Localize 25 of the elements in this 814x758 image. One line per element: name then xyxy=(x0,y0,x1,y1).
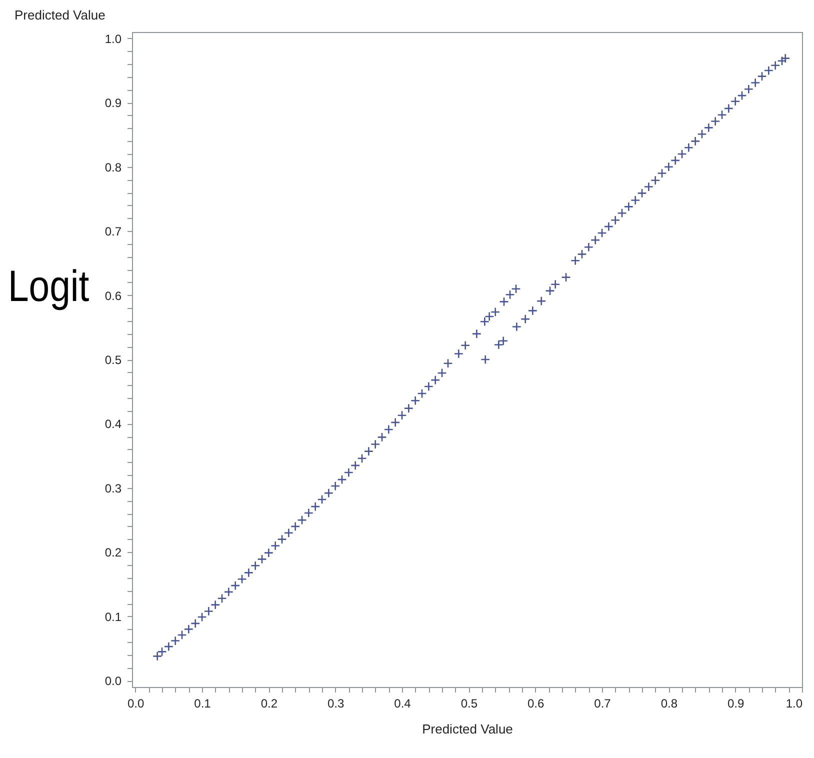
x-tick-label: 0.5 xyxy=(460,696,478,710)
y-tick-label: 0.3 xyxy=(104,481,122,496)
x-tick-label: 0.9 xyxy=(727,696,744,710)
x-tick-label: 0.3 xyxy=(327,696,344,710)
x-tick-label: 0.1 xyxy=(194,696,212,710)
y-tick-label: 0.2 xyxy=(104,546,122,560)
y-tick-label: 0.4 xyxy=(104,417,122,432)
y-tick-label: 0.8 xyxy=(104,160,122,174)
y-tick-label: 0.7 xyxy=(104,224,122,239)
y-tick-label: 1.0 xyxy=(104,32,122,46)
y-tick-label: 0.0 xyxy=(104,674,122,688)
x-tick-label: 0.0 xyxy=(127,696,144,710)
text: Logit xyxy=(8,262,90,312)
x-tick-label: 0.7 xyxy=(594,696,612,710)
y-tick-label: 0.1 xyxy=(104,610,122,624)
x-tick-label: 0.6 xyxy=(527,696,544,710)
x-tick-label: 0.2 xyxy=(260,696,278,710)
y-tick-label: 0.5 xyxy=(104,353,122,367)
x-axis-title: Predicted Value xyxy=(422,722,513,736)
y-tick-label: 0.9 xyxy=(104,96,122,110)
y-axis-title: Predicted Value xyxy=(14,8,106,22)
y-tick-label: 0.6 xyxy=(104,288,122,303)
x-tick-label: 1.0 xyxy=(786,696,803,710)
x-tick-label: 0.4 xyxy=(394,696,412,710)
x-tick-label: 0.8 xyxy=(660,696,678,710)
